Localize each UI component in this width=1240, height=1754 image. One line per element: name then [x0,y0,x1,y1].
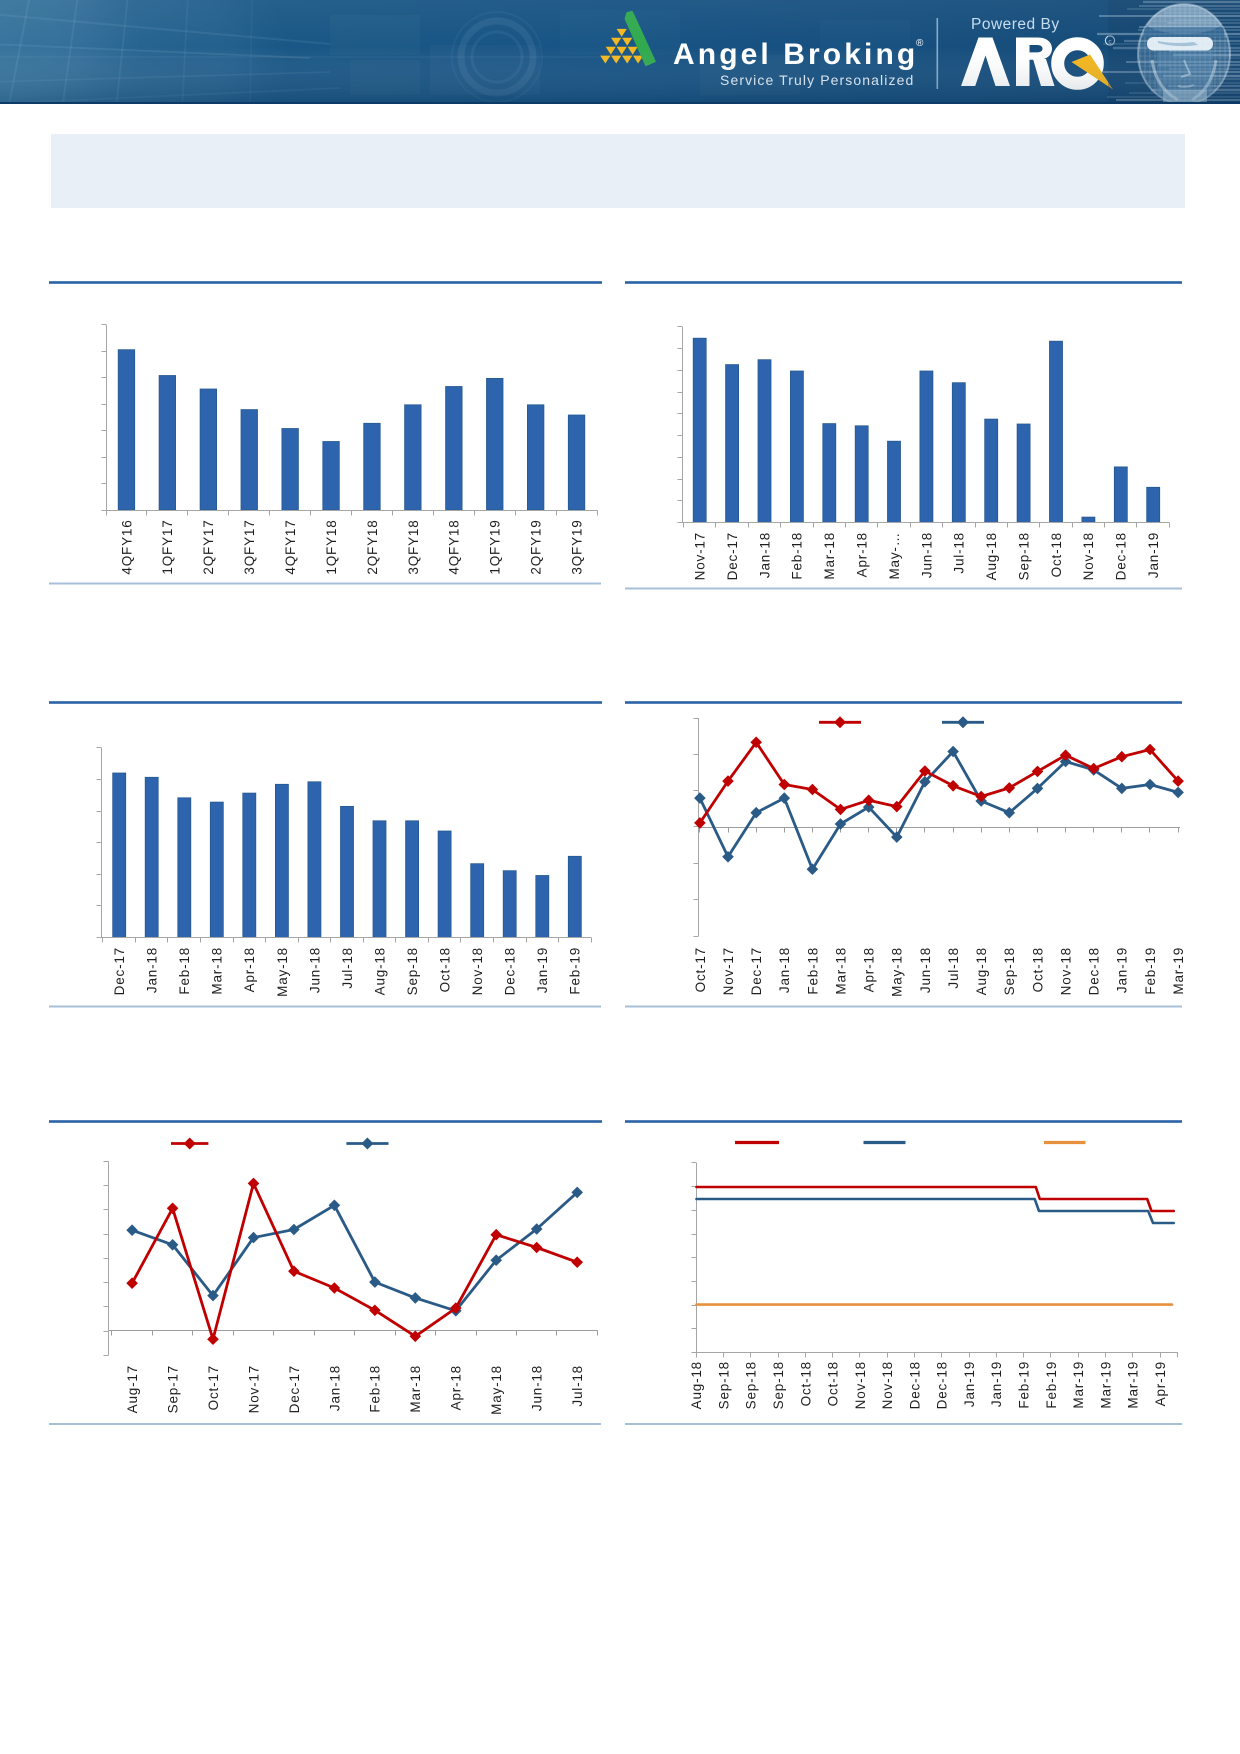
svg-text:Sep-18: Sep-18 [1017,532,1032,580]
svg-text:3QFY17: 3QFY17 [242,520,257,575]
svg-text:Apr-18: Apr-18 [449,1365,464,1410]
svg-text:Oct-18: Oct-18 [798,1361,813,1406]
svg-text:4QFY18: 4QFY18 [447,520,462,575]
svg-text:Dec-17: Dec-17 [725,532,740,580]
svg-text:2QFY19: 2QFY19 [529,520,544,575]
svg-text:Feb-18: Feb-18 [805,947,820,995]
svg-text:2QFY17: 2QFY17 [201,520,216,575]
svg-text:Jan-19: Jan-19 [1115,947,1130,993]
svg-text:Sep-18: Sep-18 [716,1361,731,1409]
svg-text:Dec-18: Dec-18 [503,947,518,995]
svg-text:Jul-18: Jul-18 [570,1365,585,1407]
svg-text:Jun-18: Jun-18 [918,947,933,993]
svg-text:Dec-17: Dec-17 [287,1365,302,1413]
svg-text:Dec-18: Dec-18 [1087,947,1102,995]
svg-text:Nov-18: Nov-18 [1058,947,1073,995]
svg-text:May-…: May-… [887,532,902,580]
svg-text:Feb-18: Feb-18 [177,947,192,995]
svg-text:4QFY17: 4QFY17 [283,520,298,575]
svg-text:Aug-17: Aug-17 [125,1365,140,1413]
svg-text:Feb-19: Feb-19 [568,947,583,995]
svg-text:Jan-18: Jan-18 [777,947,792,993]
svg-text:Jun-18: Jun-18 [530,1365,545,1411]
svg-text:Jul-18: Jul-18 [946,947,961,989]
svg-text:May-18: May-18 [275,947,290,997]
svg-text:Feb-19: Feb-19 [1044,1361,1059,1409]
svg-text:Dec-17: Dec-17 [749,947,764,995]
svg-text:Sep-18: Sep-18 [405,947,420,995]
svg-text:Mar-19: Mar-19 [1126,1361,1141,1409]
svg-text:Dec-17: Dec-17 [112,947,127,995]
svg-text:Aug-18: Aug-18 [689,1361,704,1409]
svg-text:Mar-19: Mar-19 [1071,1361,1086,1409]
svg-text:Feb-18: Feb-18 [790,532,805,580]
svg-text:3QFY19: 3QFY19 [569,520,584,575]
svg-text:Jan-18: Jan-18 [145,947,160,993]
svg-text:Nov-18: Nov-18 [853,1361,868,1409]
svg-text:1QFY18: 1QFY18 [324,520,339,575]
svg-text:Mar-18: Mar-18 [822,532,837,580]
svg-text:4QFY16: 4QFY16 [119,520,134,575]
svg-text:Jun-18: Jun-18 [307,947,322,993]
svg-text:Nov-18: Nov-18 [880,1361,895,1409]
svg-text:Nov-17: Nov-17 [693,532,708,580]
svg-text:Jan-19: Jan-19 [962,1361,977,1407]
svg-text:Aug-18: Aug-18 [372,947,387,995]
svg-text:3QFY18: 3QFY18 [406,520,421,575]
svg-text:Mar-18: Mar-18 [210,947,225,995]
svg-text:Feb-19: Feb-19 [1017,1361,1032,1409]
svg-text:Mar-19: Mar-19 [1098,1361,1113,1409]
svg-text:Jan-19: Jan-19 [989,1361,1004,1407]
svg-text:Jun-18: Jun-18 [919,532,934,578]
svg-text:Jan-18: Jan-18 [757,532,772,578]
svg-text:Sep-18: Sep-18 [1002,947,1017,995]
svg-text:2QFY18: 2QFY18 [365,520,380,575]
svg-text:Apr-18: Apr-18 [242,947,257,992]
svg-text:Feb-19: Feb-19 [1143,947,1158,995]
svg-text:Apr-18: Apr-18 [862,947,877,992]
svg-text:Dec-18: Dec-18 [935,1361,950,1409]
svg-text:Oct-18: Oct-18 [1049,532,1064,577]
svg-text:1QFY17: 1QFY17 [160,520,175,575]
svg-text:Apr-18: Apr-18 [855,532,870,577]
svg-text:Jan-18: Jan-18 [327,1365,342,1411]
svg-text:Oct-18: Oct-18 [438,947,453,992]
svg-text:Apr-19: Apr-19 [1153,1361,1168,1406]
svg-text:Oct-17: Oct-17 [693,947,708,992]
svg-text:May-18: May-18 [890,947,905,997]
svg-text:Mar-18: Mar-18 [833,947,848,995]
svg-text:Mar-19: Mar-19 [1171,947,1186,995]
svg-text:Dec-18: Dec-18 [1114,532,1129,580]
svg-text:Jan-19: Jan-19 [1146,532,1161,578]
svg-text:Sep-17: Sep-17 [165,1365,180,1413]
svg-text:Oct-18: Oct-18 [826,1361,841,1406]
svg-text:Oct-17: Oct-17 [206,1365,221,1410]
svg-text:Sep-18: Sep-18 [771,1361,786,1409]
svg-text:Sep-18: Sep-18 [744,1361,759,1409]
svg-text:Nov-18: Nov-18 [470,947,485,995]
svg-text:Aug-18: Aug-18 [974,947,989,995]
svg-text:Oct-18: Oct-18 [1030,947,1045,992]
svg-text:Nov-17: Nov-17 [246,1365,261,1413]
svg-text:Nov-17: Nov-17 [721,947,736,995]
svg-text:Jul-18: Jul-18 [952,532,967,574]
svg-text:Dec-18: Dec-18 [907,1361,922,1409]
svg-text:Jan-19: Jan-19 [535,947,550,993]
svg-text:Aug-18: Aug-18 [984,532,999,580]
svg-text:Nov-18: Nov-18 [1081,532,1096,580]
svg-text:Mar-18: Mar-18 [408,1365,423,1413]
svg-text:Feb-18: Feb-18 [368,1365,383,1413]
svg-text:Jul-18: Jul-18 [340,947,355,989]
svg-text:May-18: May-18 [489,1365,504,1415]
svg-text:1QFY19: 1QFY19 [488,520,503,575]
